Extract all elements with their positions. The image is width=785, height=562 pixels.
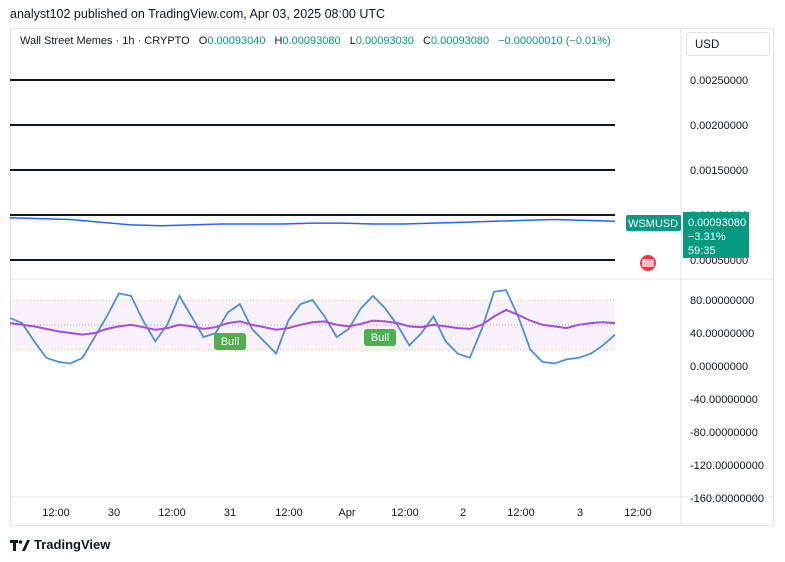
price-change-percent: −3.31% — [688, 231, 726, 243]
indicator-tick-label: -40.00000000 — [690, 394, 758, 406]
price-badge-bg — [683, 212, 749, 258]
bull-label-text-2: Bull — [371, 332, 389, 344]
brand-name: TradingView — [34, 537, 111, 552]
footer-brand: TradingView — [10, 537, 110, 552]
bull-label-1: Bull — [214, 333, 246, 350]
high-label: H — [274, 35, 283, 47]
indicator-axis-ticks: 80.00000000 40.00000000 0.00000000 -40.0000… — [690, 295, 764, 505]
publisher-line: analyst102 published on TradingView.com,… — [10, 7, 386, 21]
stoch-k-line — [9, 289, 616, 365]
current-price: 0.00093080 — [688, 217, 746, 229]
indicator-tick-label: 80.00000000 — [690, 295, 754, 307]
time-tick-label: 2 — [460, 507, 466, 519]
price-badge: WSMUSD 0.00093080 −3.31% 59:35 — [626, 212, 749, 271]
currency-button[interactable]: USD — [686, 32, 770, 56]
price-tick-label: 0.00200000 — [690, 120, 748, 132]
close-label: C — [423, 35, 431, 47]
low-label: L — [349, 35, 356, 47]
price-tick-label: 0.00150000 — [690, 165, 748, 177]
indicator-tick-label: 40.00000000 — [690, 328, 754, 340]
bull-label-2: Bull — [364, 329, 396, 346]
time-tick-label: 12:00 — [275, 507, 303, 519]
time-tick-label: 31 — [224, 507, 236, 519]
chart-frame — [10, 28, 774, 526]
ticker-badge: WSMUSD — [628, 218, 678, 230]
price-levels — [10, 79, 615, 261]
tradingview-logo-icon — [10, 539, 30, 551]
time-tick-label: 12:00 — [624, 507, 652, 519]
indicator-tick-label: -120.00000000 — [690, 460, 764, 472]
change-value: −0.00000010 (−0.01%) — [498, 35, 611, 47]
indicator-tick-label: 0.00000000 — [690, 361, 748, 373]
rsi-line — [9, 308, 616, 336]
time-tick-label: 12:00 — [158, 507, 186, 519]
time-tick-label: 30 — [108, 507, 120, 519]
open-value: 0.00093040 — [207, 35, 266, 47]
time-tick-label: 12:00 — [507, 507, 535, 519]
time-tick-label: 12:00 — [42, 507, 70, 519]
indicator-tick-label: -160.00000000 — [690, 493, 764, 505]
time-tick-label: 3 — [577, 507, 583, 519]
time-axis-ticks: 12:00 30 12:00 31 12:00 Apr 12:00 2 12:00 3 12:00 — [42, 507, 652, 519]
bull-label-text-1: Bull — [221, 336, 239, 348]
price-series-line — [9, 216, 616, 227]
low-value: 0.00093030 — [355, 35, 414, 47]
indicator-tick-label: -80.00000000 — [690, 427, 758, 439]
time-tick-label: 12:00 — [391, 507, 419, 519]
symbol-name: Wall Street Memes · 1h · CRYPTO — [20, 35, 190, 47]
time-tick-label: Apr — [338, 507, 355, 519]
open-label: O — [198, 35, 208, 47]
close-value: 0.00093080 — [430, 35, 490, 47]
high-value: 0.00093080 — [282, 35, 341, 47]
symbol-legend: Wall Street Memes · 1h · CRYPTO O0.00093… — [20, 35, 611, 47]
price-tick-label: 0.00250000 — [690, 75, 748, 87]
bar-countdown: 59:35 — [688, 245, 716, 257]
ticker-badge-bg — [626, 215, 681, 231]
